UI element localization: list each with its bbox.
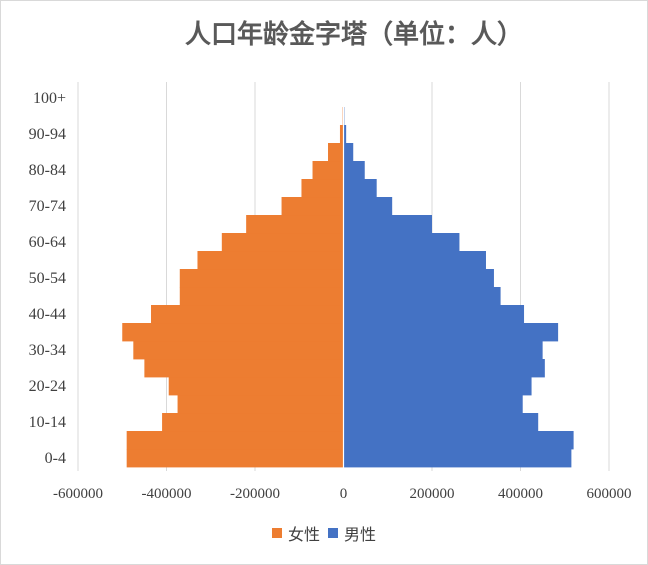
bar-female-75-79 (301, 179, 344, 198)
bar-female-55-59 (197, 251, 344, 270)
legend-swatch-female (271, 528, 282, 538)
bar-male-25-29 (343, 359, 545, 378)
bar-male-5-9 (343, 431, 574, 450)
bar-male-90-94 (343, 125, 347, 144)
y-tick-label: 90-94 (29, 126, 66, 143)
bar-female-70-74 (281, 197, 344, 216)
bar-female-90-94 (339, 125, 344, 144)
y-tick-label: 30-34 (29, 342, 66, 359)
y-tick-label: 100+ (33, 90, 66, 107)
bar-female-5-9 (126, 431, 344, 450)
bar-female-15-19 (177, 395, 344, 414)
x-tick-label: -200000 (230, 486, 280, 502)
bars (122, 83, 574, 471)
legend-item-female: 女性 (271, 521, 320, 545)
bar-female-65-69 (246, 215, 344, 234)
legend-swatch-male (328, 528, 338, 538)
x-tick-label: -600000 (53, 486, 103, 502)
bar-male-35-39 (343, 323, 559, 342)
bar-male-40-44 (343, 305, 525, 324)
y-tick-label: 70-74 (29, 198, 66, 215)
bar-female-10-14 (162, 413, 344, 432)
chart-title: 人口年龄金字塔（单位：人） (184, 20, 523, 50)
y-tick-label: 80-84 (29, 162, 66, 179)
bar-female-35-39 (122, 323, 344, 342)
x-tick-label: -400000 (142, 486, 192, 502)
bar-male-70-74 (343, 197, 393, 216)
bar-female-30-34 (133, 341, 344, 360)
bar-male-55-59 (343, 251, 486, 270)
x-tick-label: 400000 (498, 486, 543, 502)
bar-male-15-19 (343, 395, 523, 414)
legend-item-male: 男性 (328, 521, 376, 545)
bar-female-40-44 (151, 305, 344, 324)
bar-male-85-89 (343, 143, 354, 162)
y-tick-label: 40-44 (29, 306, 66, 323)
bar-female-80-84 (312, 161, 344, 180)
bar-female-45-49 (179, 287, 344, 306)
y-tick-label: 0-4 (45, 450, 66, 467)
bar-male-75-79 (343, 179, 377, 198)
bar-female-50-54 (179, 269, 344, 288)
legend-label-female: 女性 (287, 525, 320, 544)
bar-male-30-34 (343, 341, 543, 360)
bar-female-0-4 (126, 449, 344, 468)
legend-label-male: 男性 (344, 525, 377, 544)
x-tick-labels: -600000 -400000 -200000 0 200000 400000 600000 (53, 486, 632, 502)
bar-female-85-89 (328, 143, 344, 162)
bar-male-65-69 (343, 215, 432, 234)
bar-male-20-24 (343, 377, 532, 396)
bar-female-25-29 (144, 359, 344, 378)
y-tick-label: 10-14 (29, 414, 66, 431)
bar-male-0-4 (343, 449, 572, 468)
legend: 女性 男性 (0, 521, 648, 545)
bar-male-10-14 (343, 413, 539, 432)
x-tick-label: 0 (340, 486, 348, 502)
y-tick-label: 50-54 (29, 270, 66, 287)
bar-female-20-24 (168, 377, 344, 396)
x-tick-label: 200000 (410, 486, 455, 502)
x-tick-label: 600000 (587, 486, 632, 502)
bar-male-50-54 (343, 269, 494, 288)
bar-female-60-64 (221, 233, 344, 252)
bar-male-80-84 (343, 161, 365, 180)
bar-male-45-49 (343, 287, 501, 306)
y-tick-label: 20-24 (29, 378, 66, 395)
bar-male-60-64 (343, 233, 460, 252)
y-tick-label: 60-64 (29, 234, 66, 251)
y-tick-labels: 0-4 10-14 20-24 30-34 40-44 50-54 60-64 70-74 80… (29, 90, 66, 467)
